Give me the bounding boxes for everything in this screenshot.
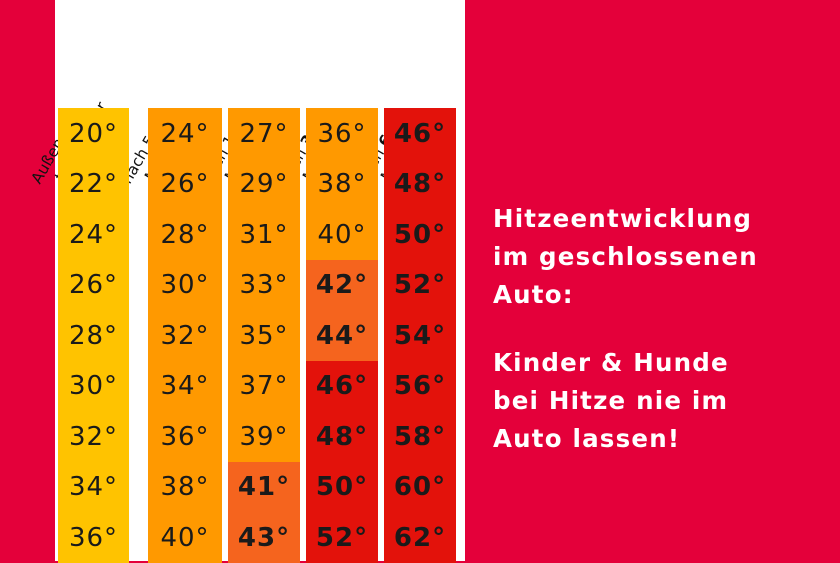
temperature-cell: 52° (306, 512, 378, 563)
temperature-cell: 50° (306, 461, 378, 513)
temperature-cell: 50° (384, 209, 456, 260)
temperature-cell: 48° (306, 411, 378, 462)
temperature-cell: 34° (148, 360, 222, 412)
temperature-cell: 58° (384, 411, 456, 462)
temperature-cell: 38° (306, 158, 378, 210)
temperature-cell: 62° (384, 512, 456, 563)
headline-line: Auto: (493, 280, 574, 309)
temperature-cell: 24° (58, 209, 129, 260)
temperature-cell: 26° (58, 259, 129, 311)
temperature-cell: 36° (58, 512, 129, 563)
column-after-5: 24° 26° 28° 30° 32° 34° 36° 38° 40° (148, 108, 222, 563)
headline-line: im geschlossenen (493, 242, 758, 271)
temperature-cell: 52° (384, 259, 456, 311)
temperature-cell: 30° (58, 360, 129, 412)
temperature-cell: 60° (384, 461, 456, 513)
temperature-cell: 33° (228, 259, 300, 311)
column-after-60: 46° 48° 50° 52° 54° 56° 58° 60° 62° (384, 108, 456, 563)
warning-line: Kinder & Hunde (493, 348, 729, 377)
temperature-cell: 36° (306, 108, 378, 159)
temperature-cell: 28° (58, 310, 129, 361)
temperature-cell: 42° (306, 259, 378, 311)
headline-line: Hitzeentwicklung (493, 204, 753, 233)
temperature-cell: 54° (384, 310, 456, 361)
temperature-cell: 20° (58, 108, 129, 159)
temperature-cell: 28° (148, 209, 222, 260)
temperature-cell: 31° (228, 209, 300, 260)
temperature-cell: 38° (148, 461, 222, 513)
temperature-cell: 26° (148, 158, 222, 210)
temperature-cell: 35° (228, 310, 300, 361)
temperature-cell: 22° (58, 158, 129, 210)
temperature-cell: 41° (228, 461, 300, 513)
warning-line: Auto lassen! (493, 424, 681, 453)
temperature-cell: 36° (148, 411, 222, 462)
warning-line: bei Hitze nie im (493, 386, 729, 415)
temperature-cell: 56° (384, 360, 456, 412)
header-after-30: nach 30 Minuten (276, 0, 386, 187)
temperature-cell: 40° (148, 512, 222, 563)
temperature-cell: 24° (148, 108, 222, 159)
temperature-cell: 30° (148, 259, 222, 311)
temperature-cell: 46° (384, 108, 456, 159)
column-outside-temp: 20° 22° 24° 26° 28° 30° 32° 34° 36° (58, 108, 129, 563)
temperature-cell: 37° (228, 360, 300, 412)
temperature-cell: 48° (384, 158, 456, 210)
temperature-cell: 32° (148, 310, 222, 361)
temperature-cell: 29° (228, 158, 300, 210)
header-outside-temp: Außen- temperatur (28, 0, 138, 187)
header-after-5: nach 5 Minuten (118, 0, 228, 187)
header-after-60: nach 60 Minuten (354, 0, 464, 187)
temperature-cell: 43° (228, 512, 300, 563)
temperature-cell: 40° (306, 209, 378, 260)
temperature-cell: 39° (228, 411, 300, 462)
headline: Hitzeentwicklung im geschlossenen Auto: … (493, 200, 823, 458)
temperature-cell: 34° (58, 461, 129, 513)
column-after-30: 36° 38° 40° 42° 44° 46° 48° 50° 52° (306, 108, 378, 563)
temperature-cell: 27° (228, 108, 300, 159)
temperature-cell: 44° (306, 310, 378, 361)
temperature-cell: 32° (58, 411, 129, 462)
header-after-10: nach 10 Minuten (198, 0, 308, 187)
temperature-cell: 46° (306, 360, 378, 412)
column-after-10: 27° 29° 31° 33° 35° 37° 39° 41° 43° (228, 108, 300, 563)
